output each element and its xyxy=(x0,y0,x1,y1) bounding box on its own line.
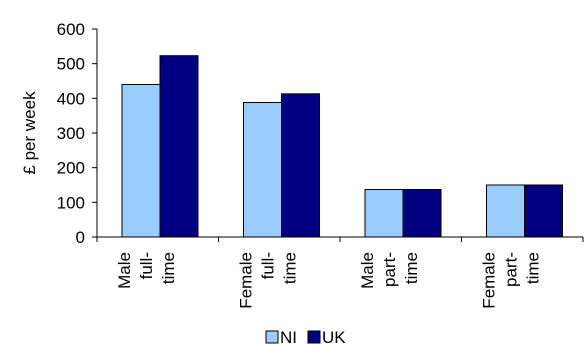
y-tick-label: 200 xyxy=(57,159,85,178)
bar-uk-1 xyxy=(281,93,320,238)
y-axis-title: £ per week xyxy=(20,91,39,175)
legend-swatch-ni xyxy=(265,330,279,344)
legend: NI UK xyxy=(265,328,346,347)
legend-label-uk: UK xyxy=(322,328,346,347)
category-label: Male xyxy=(358,252,377,289)
category-label: Female xyxy=(237,252,256,309)
category-label: time xyxy=(524,252,543,284)
y-tick-label: 300 xyxy=(57,124,85,143)
category-label: Male xyxy=(115,252,134,289)
bar-ni-2 xyxy=(364,189,404,238)
category-label: full- xyxy=(259,252,278,279)
x-axis xyxy=(96,236,584,242)
bar-ni-1 xyxy=(243,101,282,238)
category-labels: Male full-time Female full-time Male part-tim… xyxy=(115,252,543,309)
y-tick-label: 400 xyxy=(57,89,85,108)
category-label: full- xyxy=(137,252,156,279)
y-axis-ticks: 0 100 200 300 400 500 600 xyxy=(57,20,97,247)
legend-swatch-uk xyxy=(307,330,321,344)
y-tick-label: 500 xyxy=(57,55,85,74)
bar-uk-2 xyxy=(402,189,442,238)
y-tick-label: 600 xyxy=(57,20,85,39)
category-label: time xyxy=(402,252,421,284)
bar-uk-0 xyxy=(159,55,199,238)
bar-ni-0 xyxy=(121,83,161,238)
bar-ni-3 xyxy=(486,184,525,238)
y-tick-label: 100 xyxy=(57,193,85,212)
category-label: part- xyxy=(380,252,399,287)
category-label: part- xyxy=(502,252,521,287)
category-label: time xyxy=(281,252,300,284)
category-label: Female xyxy=(480,252,499,309)
y-tick-label: 0 xyxy=(76,228,85,247)
bars xyxy=(121,55,563,238)
category-label: time xyxy=(159,252,178,284)
bar-uk-3 xyxy=(524,184,563,238)
legend-label-ni: NI xyxy=(280,328,297,347)
